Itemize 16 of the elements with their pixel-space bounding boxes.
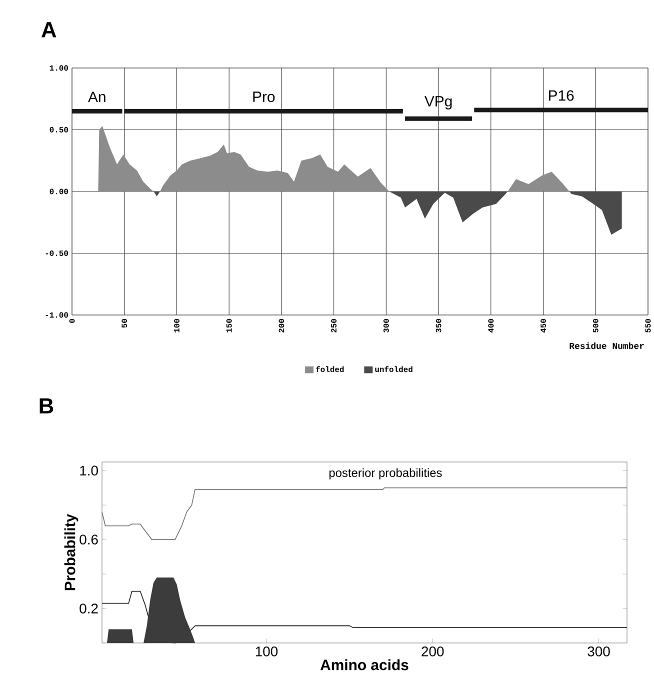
chart-subtitle: posterior probabilities (329, 468, 442, 480)
x-axis-title: Residue Number (570, 342, 644, 350)
series-label: P16 (549, 90, 574, 101)
series-label: An (88, 92, 106, 102)
chart-title: B (40, 398, 54, 414)
x-axis-title: Amino acids (320, 659, 408, 670)
series-label: Pro (253, 92, 275, 102)
x-tick-label: 300 (588, 646, 610, 656)
y-tick-label: 0.2 (80, 604, 98, 614)
y-tick-label: 1.0 (80, 466, 98, 476)
x-tick-label: 200 (422, 646, 444, 656)
chart-title: A (42, 22, 56, 38)
y-axis-title: Probability (64, 514, 78, 590)
series-label: VPg (424, 96, 452, 110)
y-tick-label: 0.6 (80, 534, 98, 545)
x-tick-label: 100 (256, 646, 278, 656)
